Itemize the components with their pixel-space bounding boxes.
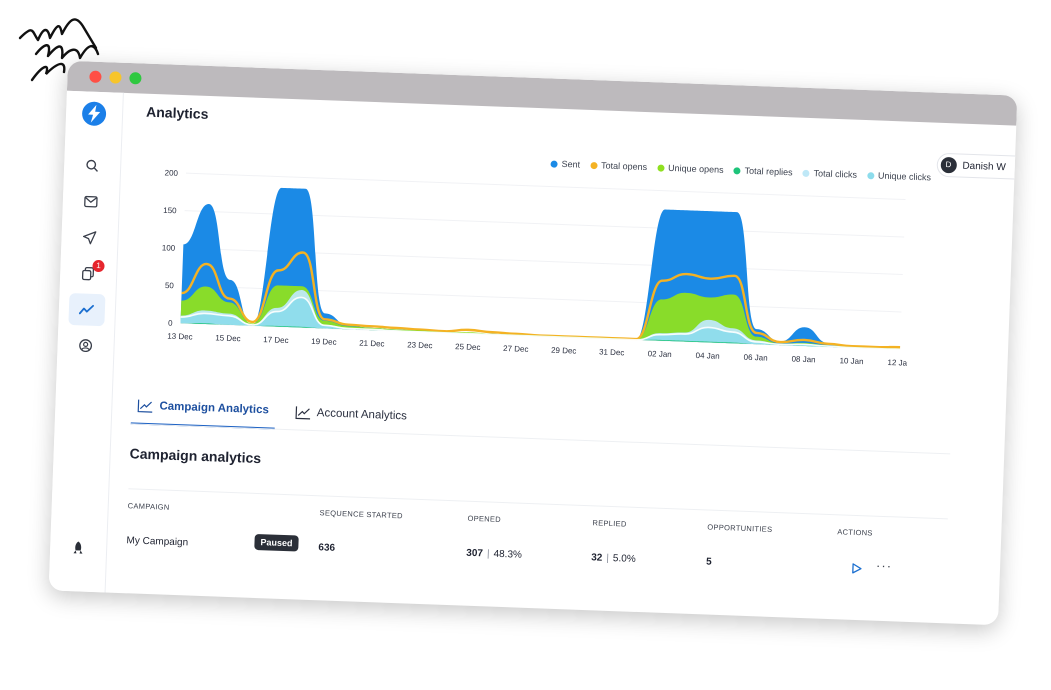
send-icon [82,231,97,245]
legend-swatch [656,163,665,172]
column-header-campaign: Campaign [127,501,170,512]
x-tick-label: 12 Jan [887,358,911,368]
main-content: Analytics D Danish W Sent Total opens Uniq… [105,93,1018,625]
column-header-opportunities: Opportunities [707,522,773,534]
table-row[interactable]: My Campaign Paused 636 307 | 48.3% 32 | 5.0%… [126,525,947,589]
series-area-unique-clicks [180,297,901,350]
legend-swatch [550,160,558,168]
play-icon [852,562,862,574]
analytics-tabs: Campaign Analytics Account Analytics [130,398,427,435]
analytics-icon [78,304,94,315]
maximize-window-button[interactable] [129,72,142,85]
legend-swatch [589,161,598,169]
app-window: 1 Analytics D Danish W Sent Total opens Un… [48,60,1018,626]
user-circle-icon [79,339,93,353]
sidebar-item-analytics[interactable] [68,292,106,327]
status-badge: Paused [254,533,299,552]
sidebar-item-account[interactable] [67,329,104,362]
user-menu[interactable]: D Danish W [936,152,1018,180]
x-tick-label: 27 Dec [503,344,529,354]
rocket-icon [73,541,83,554]
x-tick-label: 21 Dec [359,339,385,349]
column-header-opened: Opened [467,513,502,524]
column-header-sequence-started: Sequence Started [319,508,404,521]
mail-icon [84,195,98,208]
y-tick-label: 50 [165,281,175,290]
y-tick-label: 200 [164,168,178,178]
scribble-doodle [18,18,100,82]
opened-value: 307 | 48.3% [466,547,523,561]
tab-label: Campaign Analytics [159,400,270,417]
legend-swatch [802,169,810,177]
analytics-area-chart: 0 50 100 150 200 13 Dec 15 Dec 17 Dec 19 Dec 21 D… [162,168,912,368]
line-chart-icon [294,406,310,420]
sequence-started-value: 636 [318,542,336,554]
legend-swatch [866,171,875,179]
x-tick-label: 23 Dec [407,340,433,350]
grid-line [185,172,906,201]
x-tick-label: 19 Dec [311,337,337,347]
minimize-window-button[interactable] [109,71,122,84]
more-options-button[interactable]: ··· [875,557,893,574]
x-tick-label: 04 Jan [695,351,719,361]
user-name: Danish W [962,160,1006,173]
sidebar-item-search[interactable] [74,149,111,182]
legend-swatch [733,166,741,174]
x-tick-label: 13 Dec [167,332,193,342]
series-line-unique-clicks [180,296,901,351]
copy-icon [81,266,95,281]
x-tick-label: 02 Jan [648,349,672,359]
tab-account-analytics[interactable]: Account Analytics [288,404,413,435]
search-icon [86,159,99,172]
x-tick-label: 15 Dec [215,333,241,343]
opportunities-value: 5 [705,556,712,568]
sidebar-item-launch[interactable] [60,531,97,564]
x-tick-label: 29 Dec [551,346,577,356]
y-tick-label: 100 [162,243,176,253]
x-tick-label: 06 Jan [743,353,767,363]
close-window-button[interactable] [89,70,102,84]
sidebar-item-copies[interactable]: 1 [70,257,107,290]
column-header-actions: Actions [837,527,873,538]
sidebar-item-inbox[interactable] [72,185,109,218]
campaign-name[interactable]: My Campaign [126,535,189,549]
x-tick-label: 31 Dec [599,347,625,357]
page-title: Analytics [145,103,209,122]
x-tick-label: 25 Dec [455,342,481,352]
section-title: Campaign analytics [129,445,262,467]
tab-label: Account Analytics [316,407,408,423]
resume-campaign-button[interactable] [850,561,865,576]
notification-badge: 1 [92,259,105,273]
series-area-total-replies [180,323,901,350]
tab-campaign-analytics[interactable]: Campaign Analytics [130,398,276,430]
x-tick-label: 10 Jan [839,356,863,366]
sidebar-item-campaigns[interactable] [71,221,108,254]
y-tick-label: 0 [168,319,173,328]
sidebar: 1 [48,90,124,593]
replied-value: 32 | 5.0% [590,552,636,565]
x-tick-label: 17 Dec [263,335,289,345]
column-header-replied: Replied [592,518,627,529]
x-tick-label: 08 Jan [791,354,815,364]
y-tick-label: 150 [163,206,177,216]
lightning-logo-icon[interactable] [81,101,107,127]
avatar: D [940,156,957,174]
legend-label: Sent [561,158,581,170]
line-chart-icon [137,399,153,413]
